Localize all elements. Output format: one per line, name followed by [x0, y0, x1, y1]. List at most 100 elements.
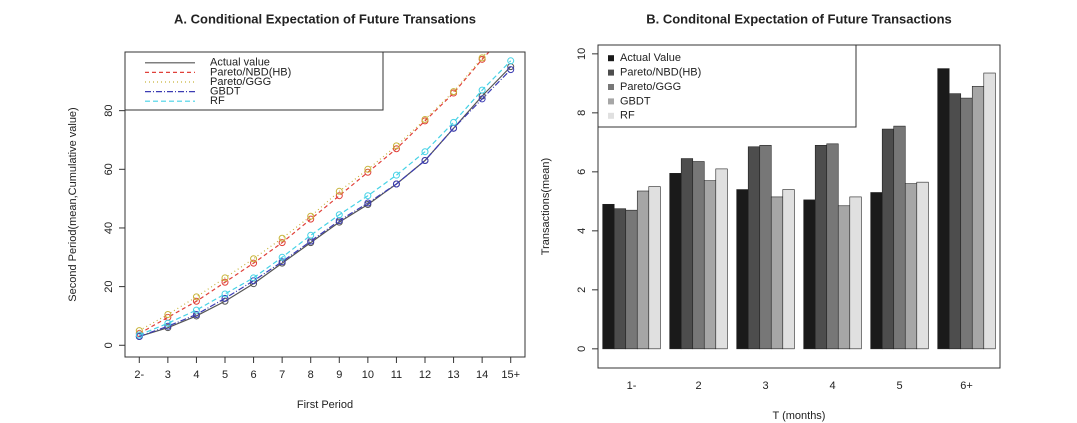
x-tick-label: 7 — [279, 369, 285, 381]
point — [221, 297, 229, 305]
x-tick-label: 6+ — [960, 380, 973, 392]
y-tick-label: 0 — [576, 346, 588, 352]
bar — [759, 144, 772, 350]
x-tick-label: 5 — [222, 369, 228, 381]
x-tick-label: 9 — [336, 369, 342, 381]
bar — [736, 189, 749, 350]
y-axis-title: Second Period(mean,Cumulative value) — [67, 107, 79, 301]
x-tick-label: 4 — [193, 369, 199, 381]
point — [450, 88, 458, 96]
bar — [814, 144, 828, 350]
point — [335, 192, 343, 200]
plot-area — [135, 26, 515, 340]
point — [278, 234, 286, 242]
legend-swatch — [608, 112, 614, 119]
x-tick-label: 3 — [165, 369, 171, 381]
point — [250, 255, 258, 263]
point — [192, 293, 200, 301]
bar — [916, 181, 929, 350]
x-tick-label: 3 — [762, 380, 768, 392]
point — [278, 258, 286, 266]
series-line — [138, 52, 488, 332]
legend-label: Pareto/NBD(HB) — [620, 67, 701, 79]
point — [421, 148, 429, 156]
point — [192, 310, 200, 318]
bar — [870, 192, 883, 350]
bar — [648, 186, 661, 350]
point — [221, 278, 229, 286]
legend-label: Actual value — [210, 57, 270, 69]
point — [478, 54, 486, 62]
bar — [971, 85, 985, 350]
x-tick-label: 2- — [134, 369, 144, 381]
y-tick-label: 20 — [103, 280, 115, 292]
legend-label: GBDT — [620, 95, 651, 107]
bar — [680, 158, 694, 350]
x-tick-label: 4 — [829, 380, 835, 392]
legend-label: RF — [210, 95, 225, 107]
point — [335, 211, 343, 219]
point — [192, 306, 200, 314]
point — [421, 115, 429, 123]
bar — [837, 205, 851, 350]
x-tick-label: 14 — [476, 369, 488, 381]
point — [278, 253, 286, 261]
point — [221, 274, 229, 282]
bar — [602, 203, 615, 350]
bar — [669, 173, 682, 350]
series-line — [138, 52, 490, 335]
bar — [960, 97, 973, 350]
x-axis-title: T (months) — [773, 410, 826, 422]
point — [392, 171, 400, 179]
bar — [625, 209, 638, 350]
point — [364, 199, 372, 207]
point — [164, 310, 172, 318]
x-tick-label: 12 — [419, 369, 431, 381]
point — [392, 180, 400, 188]
point — [250, 259, 258, 267]
point — [221, 294, 229, 302]
x-tick-label: 11 — [391, 369, 402, 381]
point — [307, 215, 315, 223]
series-line — [139, 60, 512, 336]
point — [135, 331, 143, 339]
point — [278, 239, 286, 247]
bar — [948, 93, 962, 350]
point — [392, 145, 400, 153]
bar — [782, 189, 795, 350]
bar — [904, 183, 918, 350]
y-tick-label: 60 — [103, 163, 115, 175]
x-tick-label: 5 — [896, 380, 902, 392]
legend-box — [597, 44, 857, 128]
legend-box — [124, 51, 384, 111]
series-line — [139, 69, 512, 338]
y-tick-label: 4 — [576, 228, 588, 234]
bar — [937, 68, 950, 350]
point — [335, 187, 343, 195]
bar — [703, 180, 717, 350]
point — [250, 274, 258, 282]
bar — [613, 208, 627, 350]
legend-label: Pareto/GGG — [620, 81, 681, 93]
x-tick-label: 8 — [308, 369, 314, 381]
point — [478, 86, 486, 94]
y-tick-label: 40 — [103, 222, 115, 234]
chart-title: B. Conditonal Expectation of Future Tran… — [646, 11, 952, 26]
point — [192, 297, 200, 305]
bar — [770, 196, 784, 350]
point — [507, 57, 515, 65]
bar — [803, 199, 816, 350]
legend-label: RF — [620, 110, 635, 122]
point — [164, 322, 172, 330]
y-tick-label: 10 — [576, 48, 588, 60]
panel: B. Conditonal Expectation of Future Tran… — [540, 11, 1001, 422]
point — [450, 118, 458, 126]
legend-swatch — [608, 55, 614, 62]
point — [508, 26, 514, 32]
bar — [893, 125, 906, 350]
point — [392, 142, 400, 150]
bar — [692, 161, 705, 350]
bar — [983, 72, 996, 350]
legend-swatch — [608, 69, 614, 76]
y-tick-label: 0 — [103, 342, 115, 348]
